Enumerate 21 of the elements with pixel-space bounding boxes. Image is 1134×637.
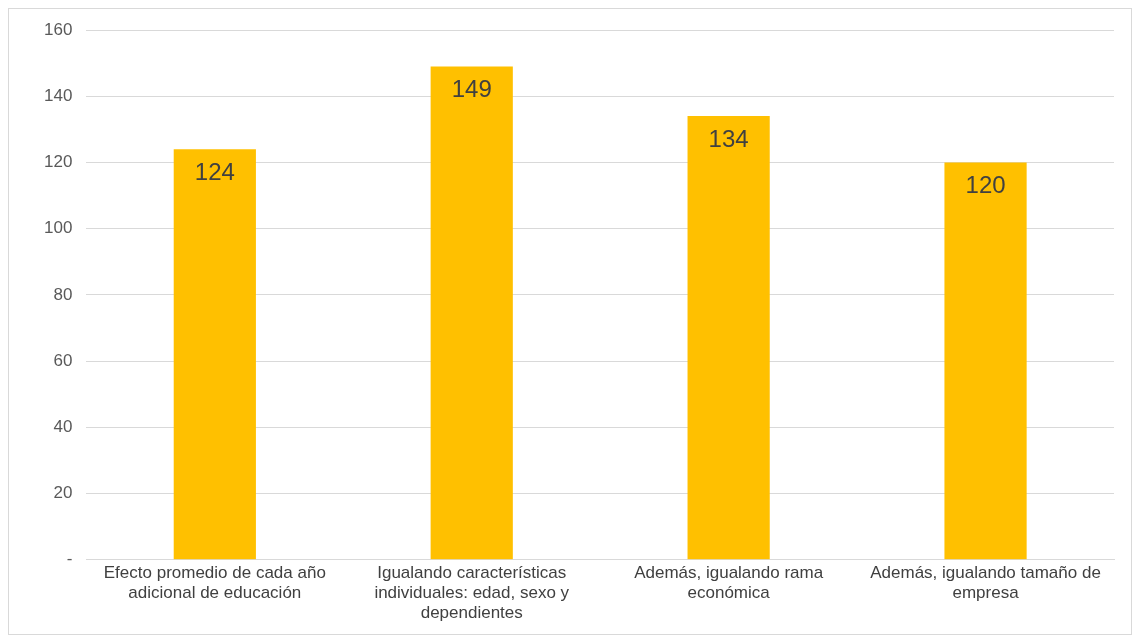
x-tick-label: Efecto promedio de cada año adicional de educación <box>103 562 326 603</box>
bar <box>430 66 513 560</box>
y-tick-label: 140 <box>43 85 73 105</box>
data-label: 149 <box>451 75 492 103</box>
data-label: 120 <box>965 171 1006 199</box>
x-tick-label: Además, igualando rama económica <box>634 562 824 603</box>
x-tick-label: Además, igualando tamaño de empresa <box>870 562 1101 603</box>
y-tick-label: 80 <box>53 284 73 304</box>
y-tick-label: 100 <box>43 218 73 238</box>
y-tick-label: 120 <box>43 152 73 172</box>
y-tick-label: 20 <box>53 483 73 503</box>
data-label: 124 <box>194 157 235 185</box>
data-label: 134 <box>708 124 749 152</box>
bar <box>173 149 256 560</box>
bar <box>944 162 1027 560</box>
bar <box>687 116 770 560</box>
x-tick-label: Igualando características individuales: edad, sexo y dependientes <box>374 562 570 623</box>
y-tick-label: 60 <box>53 350 73 370</box>
y-tick-label: 160 <box>43 19 73 39</box>
y-tick-label: - <box>66 549 73 569</box>
y-tick-label: 40 <box>53 417 73 437</box>
